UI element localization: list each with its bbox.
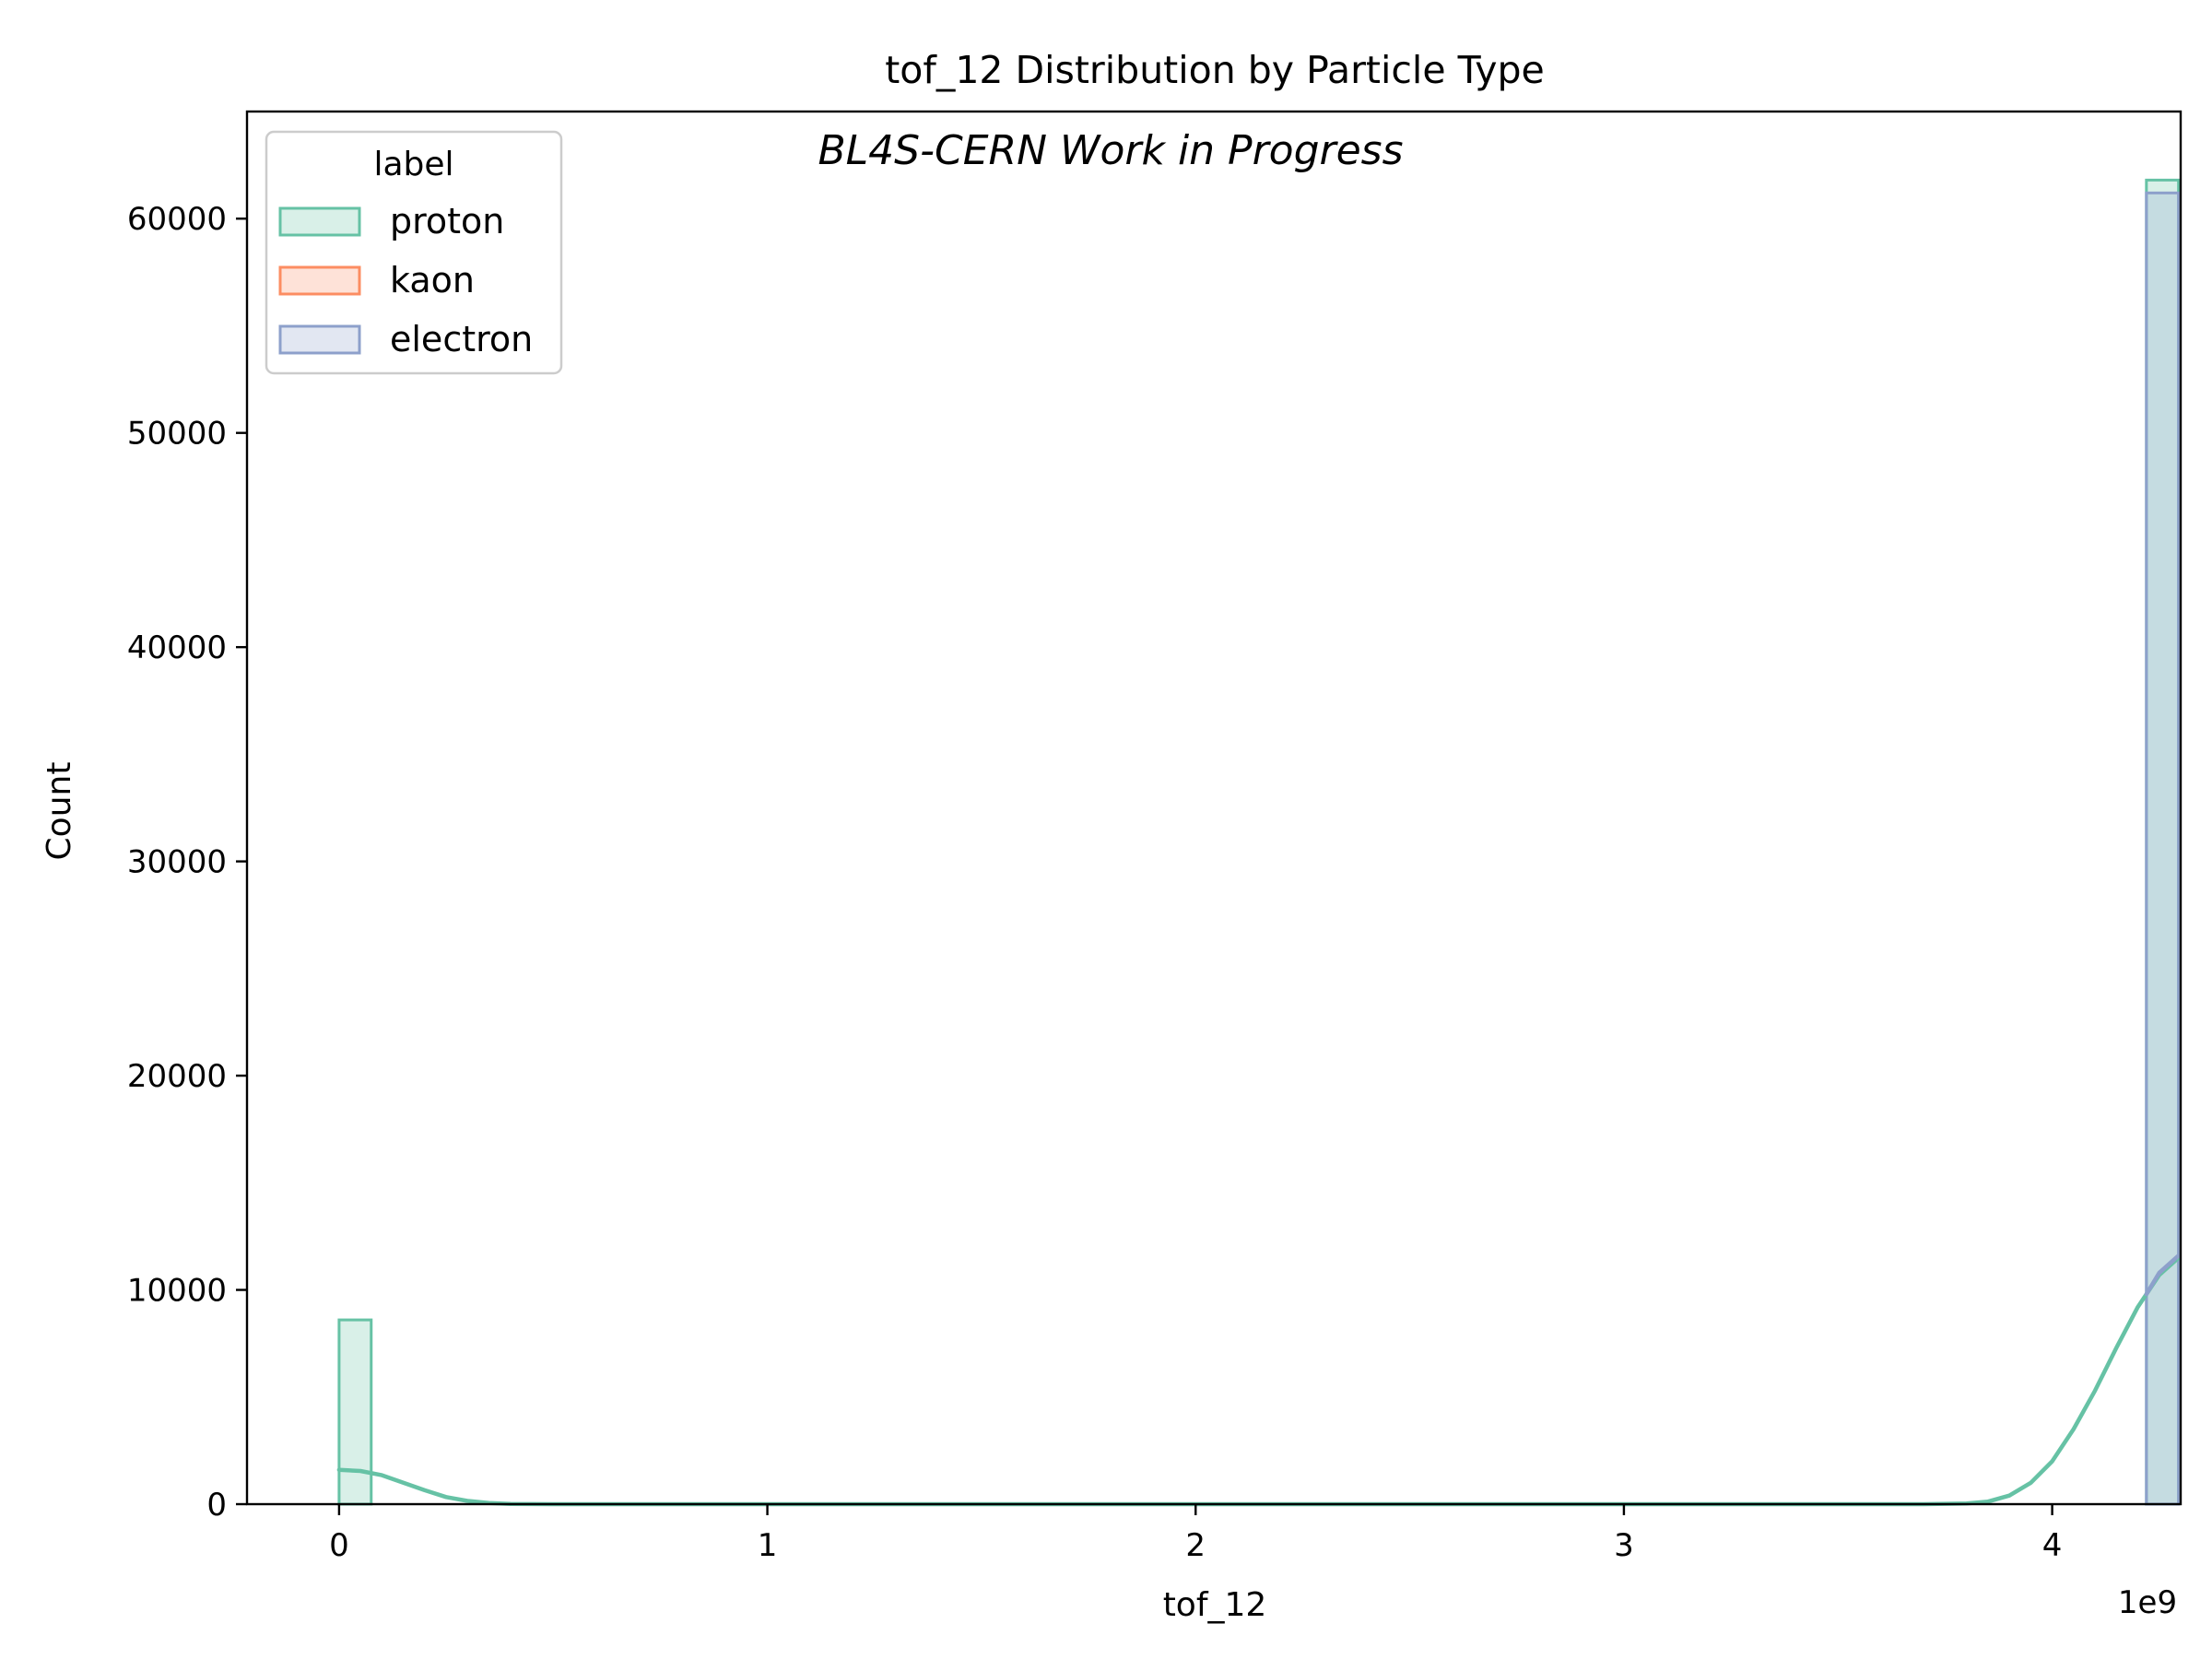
- kde-curve-electron: [2144, 1253, 2181, 1297]
- x-tick-label: 3: [1614, 1527, 1634, 1564]
- x-tick-label: 4: [2042, 1527, 2063, 1564]
- y-tick-label: 50000: [127, 416, 227, 453]
- y-axis-label: Count: [41, 762, 78, 861]
- legend-label-electron: electron: [390, 319, 533, 359]
- legend-label-kaon: kaon: [390, 260, 475, 300]
- y-tick-label: 40000: [127, 629, 227, 666]
- legend-swatch-proton: [278, 206, 361, 237]
- x-axis: 0 1 2 3 4: [329, 1504, 2062, 1564]
- legend-title: label: [373, 146, 453, 183]
- chart-title: tof_12 Distribution by Particle Type: [885, 48, 1545, 92]
- axes-frame: [245, 110, 2183, 1506]
- legend-swatch-electron: [278, 324, 361, 355]
- y-tick-label: 10000: [127, 1273, 227, 1310]
- histogram-bar-electron: [2145, 191, 2181, 1506]
- y-axis: 0 10000 20000 30000 40000 50000 60000: [127, 201, 247, 1524]
- x-tick-label: 1: [758, 1527, 778, 1564]
- y-tick-label: 20000: [127, 1058, 227, 1095]
- legend-box: [265, 130, 563, 375]
- legend-swatch-kaon: [278, 265, 361, 296]
- y-tick-label: 0: [206, 1487, 227, 1524]
- y-tick-label: 30000: [127, 844, 227, 881]
- x-axis-offset-label: 1e9: [2118, 1584, 2177, 1621]
- x-tick-label: 0: [329, 1527, 349, 1564]
- x-tick-label: 2: [1185, 1527, 1206, 1564]
- chart-annotation: BL4S-CERN Work in Progress: [818, 127, 1403, 174]
- y-tick-label: 60000: [127, 201, 227, 238]
- histogram-bar-proton: [337, 1318, 373, 1506]
- x-axis-label: tof_12: [1163, 1586, 1267, 1624]
- legend: label proton kaon electron: [265, 130, 563, 375]
- legend-label-proton: proton: [390, 201, 504, 241]
